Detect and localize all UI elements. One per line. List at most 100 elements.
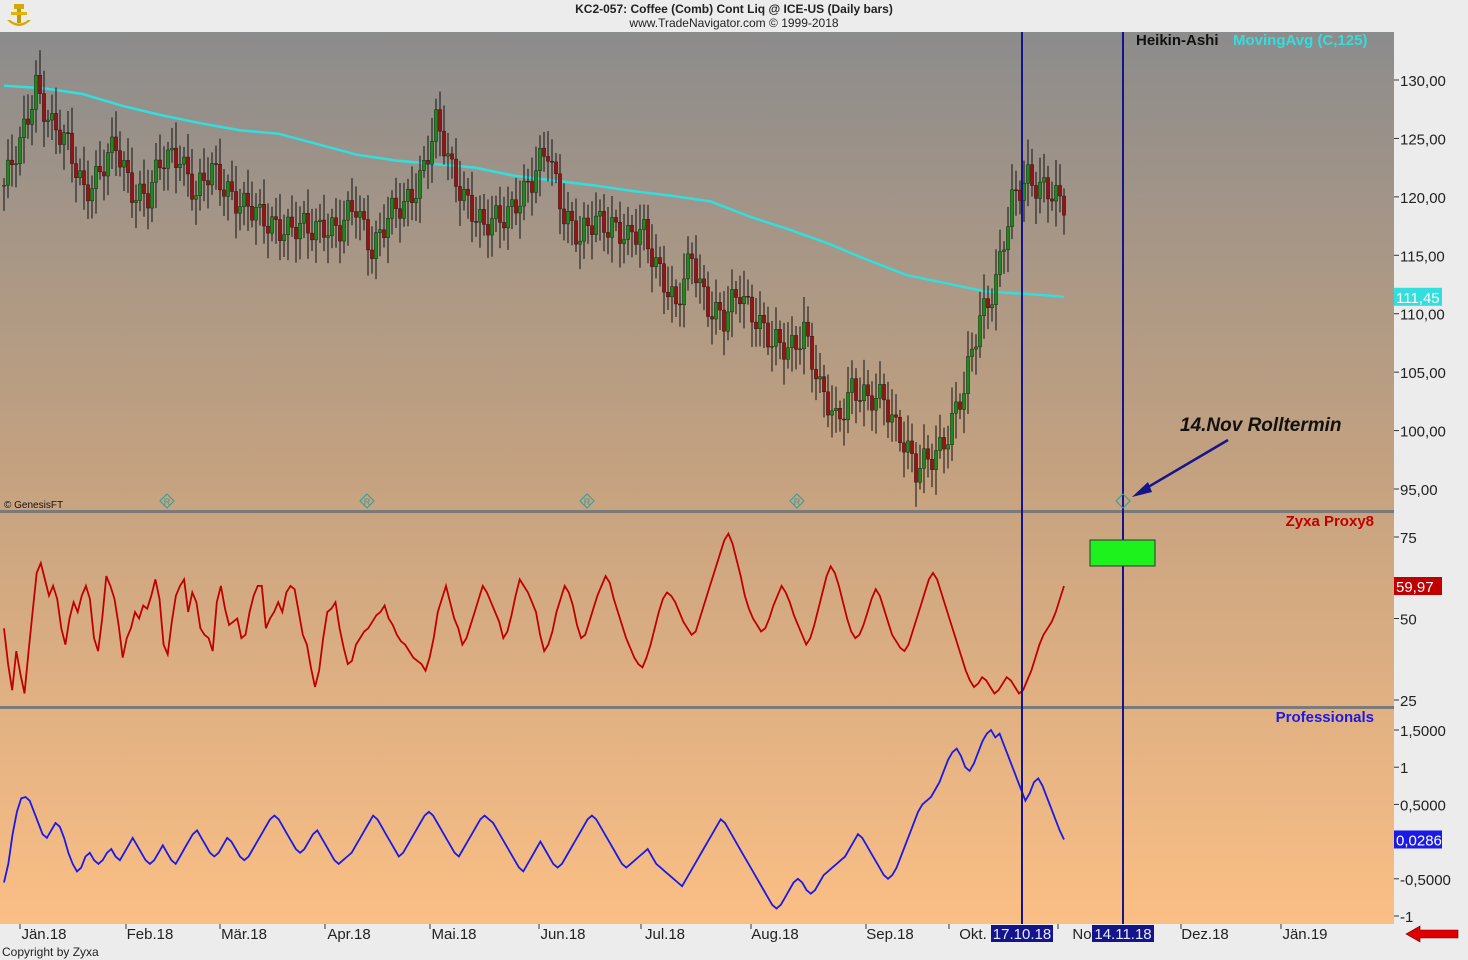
candle-body — [622, 239, 626, 244]
candle-body — [570, 211, 574, 222]
candle-body — [478, 209, 482, 223]
proxy-last-value-tag-bg — [1394, 576, 1442, 595]
candle-body — [1002, 249, 1006, 252]
candle-body — [270, 216, 274, 234]
candle-body — [818, 376, 822, 380]
ma-last-value-tag: 111,45 — [1396, 290, 1440, 307]
price-y-tick-label: 115,00 — [1400, 248, 1445, 265]
candle-body — [106, 152, 110, 177]
candle-body — [642, 219, 646, 230]
candle-body — [54, 113, 58, 131]
candle-body — [118, 150, 122, 168]
r-marker-shape — [789, 493, 805, 509]
candle-body — [558, 173, 562, 210]
candle-body — [826, 391, 830, 416]
candle-body — [782, 342, 786, 360]
candle-body — [554, 161, 558, 174]
candle-body — [754, 321, 758, 329]
candle-body — [38, 74, 42, 94]
candle-body — [638, 229, 642, 245]
candle-body — [194, 195, 198, 200]
candle-body — [434, 109, 438, 142]
candle-body — [974, 346, 978, 350]
candle-body — [50, 113, 54, 121]
candle-body — [310, 232, 314, 241]
chart-subtitle: www.TradeNavigator.com © 1999-2018 — [629, 16, 839, 30]
proxy-y-tick-label: 50 — [1400, 612, 1417, 629]
professionals-y-tick-label: 1,5000 — [1400, 723, 1446, 740]
candle-body — [750, 296, 754, 323]
candle-body — [42, 93, 46, 122]
candle-body — [46, 119, 50, 122]
candle-body — [126, 160, 130, 173]
professionals-last-value-tag-bg — [1394, 830, 1442, 849]
candle-body — [1038, 181, 1042, 199]
date-highlight-bg — [1092, 925, 1154, 942]
candle-body — [442, 130, 446, 157]
candle-body — [446, 153, 450, 157]
candle-body — [514, 199, 518, 214]
candle-body — [546, 156, 550, 162]
candle-body — [206, 180, 210, 186]
candle-body — [738, 297, 742, 305]
candle-body — [490, 218, 494, 236]
candle-body — [794, 335, 798, 350]
candle-body — [658, 257, 662, 264]
candle-body — [1046, 177, 1050, 200]
candle-body — [366, 219, 370, 251]
x-tick-label: Dez.18 — [1181, 926, 1229, 943]
candle-body — [742, 295, 746, 305]
candle-body — [922, 448, 926, 469]
candle-body — [1030, 164, 1034, 186]
candle-body — [534, 170, 538, 193]
candle-body — [886, 399, 890, 423]
candle-body — [774, 329, 778, 347]
candle-body — [266, 225, 270, 234]
candle-body — [810, 336, 814, 370]
candle-body — [858, 400, 862, 402]
candle-body — [294, 227, 298, 240]
x-tick-label: Feb.18 — [127, 926, 174, 943]
r-marker-shape — [159, 493, 175, 509]
candle-body — [1042, 177, 1046, 183]
candle-body — [1050, 198, 1054, 202]
professionals-last-value-tag: 0,0286 — [1396, 832, 1442, 849]
candle-body — [290, 216, 294, 228]
candle-body — [350, 200, 354, 212]
candle-body — [710, 316, 714, 320]
candle-body — [458, 186, 462, 201]
candle-body — [410, 189, 414, 203]
candle-body — [834, 407, 838, 412]
candle-body — [438, 109, 442, 132]
candle-body — [914, 453, 918, 483]
x-tick-label: Sep.18 — [866, 926, 914, 943]
legend-zyxa-proxy8: Zyxa Proxy8 — [1286, 513, 1374, 530]
candle-body — [218, 164, 222, 191]
candle-body — [190, 173, 194, 200]
candle-body — [94, 166, 98, 189]
candle-body — [890, 414, 894, 423]
price-y-tick-label: 100,00 — [1400, 424, 1446, 441]
candle-body — [222, 189, 226, 197]
price-y-tick-label: 105,00 — [1400, 365, 1446, 382]
candle-body — [694, 258, 698, 284]
candle-body — [562, 208, 566, 225]
candle-body — [210, 163, 214, 186]
candle-body — [862, 384, 866, 402]
candle-body — [590, 225, 594, 235]
legend-heikin-ashi: Heikin-Ashi — [1136, 32, 1219, 49]
r-marker-icon: R — [789, 493, 805, 509]
candle-body — [234, 191, 238, 214]
candle-body — [286, 216, 290, 235]
candle-body — [690, 253, 694, 259]
candle-body — [586, 217, 590, 226]
candle-body — [34, 74, 38, 110]
candle-body — [602, 211, 606, 233]
candle-body — [334, 217, 338, 226]
candle-body — [186, 156, 190, 175]
proxy-y-tick-label: 25 — [1400, 693, 1417, 710]
candle-body — [786, 347, 790, 360]
candle-body — [790, 335, 794, 348]
candle-body — [510, 199, 514, 207]
candle-body — [866, 384, 870, 396]
